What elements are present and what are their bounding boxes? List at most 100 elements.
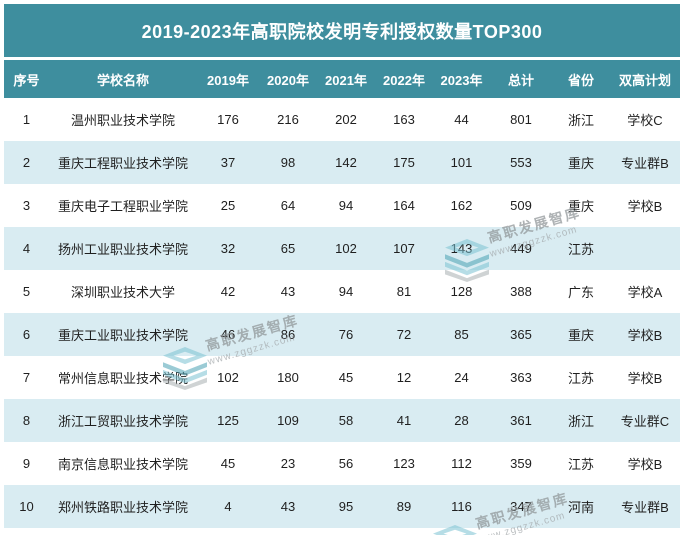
cell-y2020: 180: [277, 370, 299, 385]
column-header-rank: 序号: [4, 60, 49, 98]
cell-plan: 专业群B: [621, 156, 669, 171]
cell-y2023: 28: [454, 413, 469, 428]
table-row: 2 重庆工程职业技术学院 37 98 142 175 101 553 重庆 专业群B: [4, 141, 680, 184]
cell-plan: 学校B: [627, 457, 663, 472]
cell-y2021: 142: [335, 155, 357, 170]
cell-y2022: 123: [393, 456, 415, 471]
cell-y2022: 89: [396, 499, 412, 514]
cell-total: 365: [510, 327, 532, 342]
cell-school: 温州职业技术学院: [70, 113, 175, 128]
cell-y2020: 98: [280, 155, 296, 170]
cell-school: 重庆工业职业技术学院: [57, 328, 188, 343]
cell-y2020: 216: [277, 112, 299, 127]
cell-province: 江苏: [567, 457, 594, 472]
cell-y2019: 42: [220, 284, 236, 299]
cell-total: 449: [510, 241, 532, 256]
table-row: 4 扬州工业职业技术学院 32 65 102 107 143 449 江苏: [4, 227, 680, 270]
cell-y2019: 102: [217, 370, 239, 385]
cell-province: 广东: [567, 285, 594, 300]
column-header-2022: 2022年: [375, 60, 433, 98]
cell-y2020: 43: [280, 284, 296, 299]
cell-total: 359: [510, 456, 532, 471]
cell-y2021: 95: [338, 499, 354, 514]
cell-total: 363: [510, 370, 532, 385]
cell-plan: 专业群B: [621, 500, 669, 515]
cell-school: 重庆电子工程职业学院: [57, 199, 188, 214]
cell-y2022: 175: [393, 155, 415, 170]
cell-y2020: 23: [280, 456, 296, 471]
table-row: 3 重庆电子工程职业学院 25 64 94 164 162 509 重庆 学校B: [4, 184, 680, 227]
cell-y2019: 125: [217, 413, 239, 428]
column-header-2020: 2020年: [259, 60, 317, 98]
cell-y2019: 32: [220, 241, 236, 256]
cell-y2022: 12: [396, 370, 412, 385]
column-header-province: 省份: [552, 60, 610, 98]
cell-y2021: 45: [338, 370, 354, 385]
cell-rank: 1: [22, 112, 31, 127]
cell-y2021: 94: [338, 284, 354, 299]
cell-rank: 3: [22, 198, 31, 213]
cell-province: 重庆: [567, 328, 594, 343]
cell-y2020: 65: [280, 241, 296, 256]
cell-y2019: 45: [220, 456, 236, 471]
cell-y2022: 81: [396, 284, 412, 299]
cell-y2020: 43: [280, 499, 296, 514]
cell-total: 361: [510, 413, 532, 428]
cell-total: 388: [510, 284, 532, 299]
cell-y2021: 56: [338, 456, 354, 471]
table-row: 6 重庆工业职业技术学院 46 86 76 72 85 365 重庆 学校B: [4, 313, 680, 356]
cell-y2021: 202: [335, 112, 357, 127]
patent-ranking-table: 序号 学校名称 2019年 2020年 2021年 2022年 2023年 总计…: [4, 60, 680, 528]
cell-y2022: 163: [393, 112, 415, 127]
cell-school: 浙江工贸职业技术学院: [57, 414, 188, 429]
cell-plan: 学校B: [627, 371, 663, 386]
cell-total: 347: [510, 499, 532, 514]
cell-y2023: 24: [454, 370, 469, 385]
table-body: 1 温州职业技术学院 176 216 202 163 44 801 浙江 学校C 2 重庆工程职业技术…: [4, 98, 680, 528]
cell-rank: 8: [22, 413, 31, 428]
cell-rank: 9: [22, 456, 31, 471]
cell-province: 江苏: [567, 371, 594, 386]
cell-y2023: 85: [454, 327, 469, 342]
cell-y2023: 162: [450, 198, 473, 213]
cell-rank: 7: [22, 370, 31, 385]
cell-y2023: 101: [450, 155, 473, 170]
table-header-row: 序号 学校名称 2019年 2020年 2021年 2022年 2023年 总计…: [4, 60, 680, 98]
cell-y2022: 41: [396, 413, 412, 428]
column-header-school: 学校名称: [49, 60, 197, 98]
cell-school: 扬州工业职业技术学院: [57, 242, 188, 257]
cell-y2023: 116: [451, 499, 472, 514]
cell-y2022: 107: [393, 241, 415, 256]
cell-y2021: 94: [338, 198, 354, 213]
cell-plan: 学校A: [627, 285, 663, 300]
cell-province: 浙江: [567, 414, 594, 429]
cell-rank: 2: [22, 155, 31, 170]
cell-rank: 10: [19, 499, 34, 514]
cell-y2020: 86: [280, 327, 296, 342]
cell-y2023: 44: [454, 112, 469, 127]
cell-y2022: 72: [396, 327, 412, 342]
cell-y2020: 109: [277, 413, 299, 428]
cell-plan: 学校B: [627, 328, 663, 343]
cell-y2019: 46: [220, 327, 236, 342]
cell-province: 江苏: [567, 242, 594, 257]
cell-total: 553: [510, 155, 532, 170]
cell-school: 南京信息职业技术学院: [57, 457, 188, 472]
cell-school: 重庆工程职业技术学院: [57, 156, 188, 171]
table-row: 9 南京信息职业技术学院 45 23 56 123 112 359 江苏 学校B: [4, 442, 680, 485]
column-header-2023: 2023年: [433, 60, 490, 98]
cell-province: 重庆: [567, 199, 594, 214]
cell-y2021: 102: [335, 241, 357, 256]
page-title: 2019-2023年高职院校发明专利授权数量TOP300: [141, 21, 543, 42]
table-row: 5 深圳职业技术大学 42 43 94 81 128 388 广东 学校A: [4, 270, 680, 313]
cell-y2019: 37: [220, 155, 236, 170]
table-row: 8 浙江工贸职业技术学院 125 109 58 41 28 361 浙江 专业群C: [4, 399, 680, 442]
table-row: 1 温州职业技术学院 176 216 202 163 44 801 浙江 学校C: [4, 98, 680, 141]
table-row: 7 常州信息职业技术学院 102 180 45 12 24 363 江苏 学校B: [4, 356, 680, 399]
table-row: 10 郑州铁路职业技术学院 4 43 95 89 116 347 河南 专业群B: [4, 485, 680, 528]
cell-plan: 学校C: [627, 113, 663, 128]
cell-y2022: 164: [393, 198, 415, 213]
column-header-total: 总计: [490, 60, 552, 98]
column-header-plan: 双高计划: [610, 60, 680, 98]
